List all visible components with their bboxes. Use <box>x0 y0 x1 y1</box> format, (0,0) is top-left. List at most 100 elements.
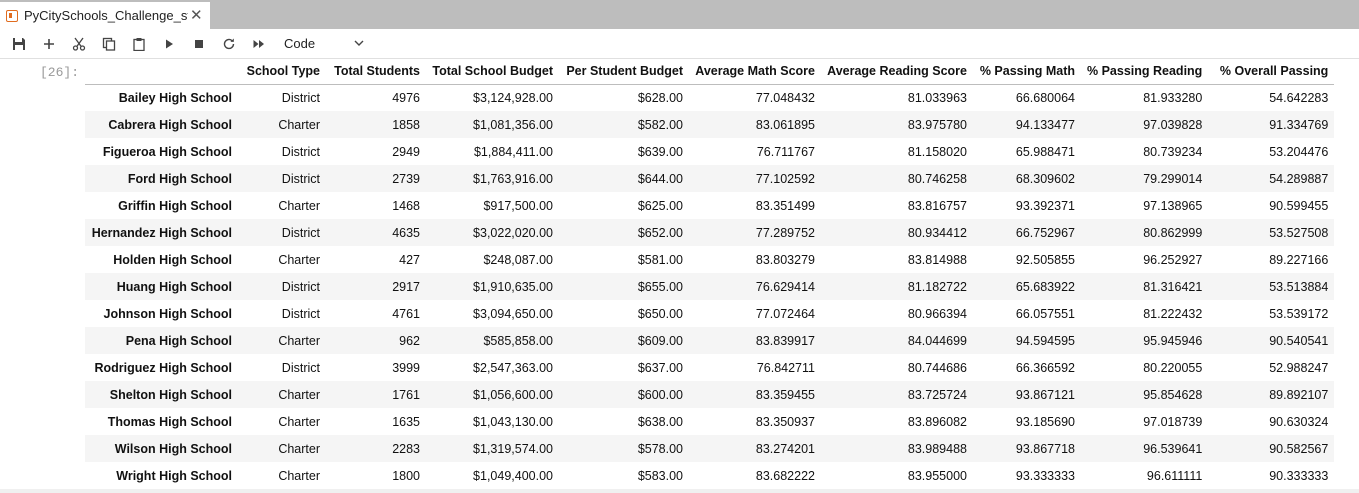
table-row: Wilson High School Charter 2283 $1,319,574.… <box>85 435 1335 462</box>
table-cell: $582.00 <box>559 111 689 138</box>
table-cell: District <box>238 138 326 165</box>
table-cell: 3999 <box>326 354 426 381</box>
table-cell: 94.133477 <box>973 111 1081 138</box>
column-header: Total School Budget <box>426 59 559 85</box>
table-cell: 92.505855 <box>973 246 1081 273</box>
table-row: Huang High School District 2917 $1,910,635.… <box>85 273 1335 300</box>
notebook-icon <box>6 9 18 22</box>
table-cell: District <box>238 84 326 111</box>
table-cell: 53.539172 <box>1208 300 1335 327</box>
table-cell: 1800 <box>326 462 426 489</box>
table-row: Holden High School Charter 427 $248,087.00 $… <box>85 246 1335 273</box>
restart-button[interactable] <box>214 32 244 56</box>
table-cell: 2917 <box>326 273 426 300</box>
table-row: Johnson High School District 4761 $3,094,65… <box>85 300 1335 327</box>
table-cell: 91.334769 <box>1208 111 1335 138</box>
table-cell: 68.309602 <box>973 165 1081 192</box>
table-cell: Charter <box>238 327 326 354</box>
table-cell: 76.842711 <box>689 354 821 381</box>
table-cell: 97.138965 <box>1081 192 1209 219</box>
table-cell: $585,858.00 <box>426 327 559 354</box>
table-cell: 53.204476 <box>1208 138 1335 165</box>
table-cell: 81.933280 <box>1081 84 1209 111</box>
table-row: Bailey High School District 4976 $3,124,928… <box>85 84 1335 111</box>
table-cell: $609.00 <box>559 327 689 354</box>
restart-run-all-button[interactable] <box>244 32 274 56</box>
table-cell: 54.289887 <box>1208 165 1335 192</box>
cell-type-value: Code <box>284 36 316 51</box>
table-cell: 93.392371 <box>973 192 1081 219</box>
tab-title: PyCitySchools_Challenge_starter <box>24 8 188 23</box>
table-cell: $1,910,635.00 <box>426 273 559 300</box>
table-cell: 90.333333 <box>1208 462 1335 489</box>
notebook-toolbar: Code <box>0 29 1359 59</box>
table-cell: $1,043,130.00 <box>426 408 559 435</box>
run-button[interactable] <box>154 32 184 56</box>
table-cell: $638.00 <box>559 408 689 435</box>
table-cell: 81.033963 <box>821 84 973 111</box>
table-cell: 83.816757 <box>821 192 973 219</box>
table-cell: 80.744686 <box>821 354 973 381</box>
table-cell: 83.351499 <box>689 192 821 219</box>
paste-button[interactable] <box>124 32 154 56</box>
table-cell: 96.252927 <box>1081 246 1209 273</box>
scissors-icon <box>72 37 86 51</box>
notebook-tab[interactable]: PyCitySchools_Challenge_starter ✕ <box>0 2 210 29</box>
column-header: Total Students <box>326 59 426 85</box>
table-cell: $248,087.00 <box>426 246 559 273</box>
table-cell: $3,094,650.00 <box>426 300 559 327</box>
horizontal-scrollbar[interactable] <box>0 489 1359 493</box>
table-cell: 95.854628 <box>1081 381 1209 408</box>
table-cell: District <box>238 165 326 192</box>
table-cell: 76.711767 <box>689 138 821 165</box>
table-cell: 2949 <box>326 138 426 165</box>
table-cell: 94.594595 <box>973 327 1081 354</box>
cell-type-select[interactable]: Code <box>280 33 370 55</box>
column-header: Average Math Score <box>689 59 821 85</box>
table-cell: $917,500.00 <box>426 192 559 219</box>
table-cell: $2,547,363.00 <box>426 354 559 381</box>
table-cell: 90.630324 <box>1208 408 1335 435</box>
table-row: Shelton High School Charter 1761 $1,056,600… <box>85 381 1335 408</box>
row-index-label: Wright High School <box>85 462 238 489</box>
table-cell: 1468 <box>326 192 426 219</box>
output-cell: [26]: School Type Total Students Total S… <box>0 59 1359 493</box>
play-icon <box>166 39 173 48</box>
table-cell: 97.018739 <box>1081 408 1209 435</box>
copy-button[interactable] <box>94 32 124 56</box>
cut-button[interactable] <box>64 32 94 56</box>
insert-cell-button[interactable] <box>34 32 64 56</box>
table-cell: 90.582567 <box>1208 435 1335 462</box>
table-cell: Charter <box>238 192 326 219</box>
table-cell: $600.00 <box>559 381 689 408</box>
table-cell: 95.945946 <box>1081 327 1209 354</box>
table-cell: 65.988471 <box>973 138 1081 165</box>
table-cell: 83.989488 <box>821 435 973 462</box>
table-row: Pena High School Charter 962 $585,858.00 $60… <box>85 327 1335 354</box>
table-cell: 83.839917 <box>689 327 821 354</box>
table-cell: Charter <box>238 408 326 435</box>
column-header: % Passing Reading <box>1081 59 1209 85</box>
table-cell: 1858 <box>326 111 426 138</box>
table-cell: 4635 <box>326 219 426 246</box>
table-cell: $639.00 <box>559 138 689 165</box>
table-row: Cabrera High School Charter 1858 $1,081,356… <box>85 111 1335 138</box>
row-index-label: Griffin High School <box>85 192 238 219</box>
column-header <box>85 59 238 85</box>
save-button[interactable] <box>4 32 34 56</box>
close-icon[interactable]: ✕ <box>190 7 203 24</box>
table-cell: 1761 <box>326 381 426 408</box>
row-index-label: Pena High School <box>85 327 238 354</box>
table-cell: 66.057551 <box>973 300 1081 327</box>
table-cell: $655.00 <box>559 273 689 300</box>
stop-button[interactable] <box>184 32 214 56</box>
table-cell: 89.892107 <box>1208 381 1335 408</box>
table-row: Thomas High School Charter 1635 $1,043,130.… <box>85 408 1335 435</box>
column-header: % Passing Math <box>973 59 1081 85</box>
table-cell: Charter <box>238 381 326 408</box>
table-cell: 93.333333 <box>973 462 1081 489</box>
table-cell: 83.896082 <box>821 408 973 435</box>
row-index-label: Cabrera High School <box>85 111 238 138</box>
table-row: Hernandez High School District 4635 $3,022,… <box>85 219 1335 246</box>
table-cell: 80.934412 <box>821 219 973 246</box>
